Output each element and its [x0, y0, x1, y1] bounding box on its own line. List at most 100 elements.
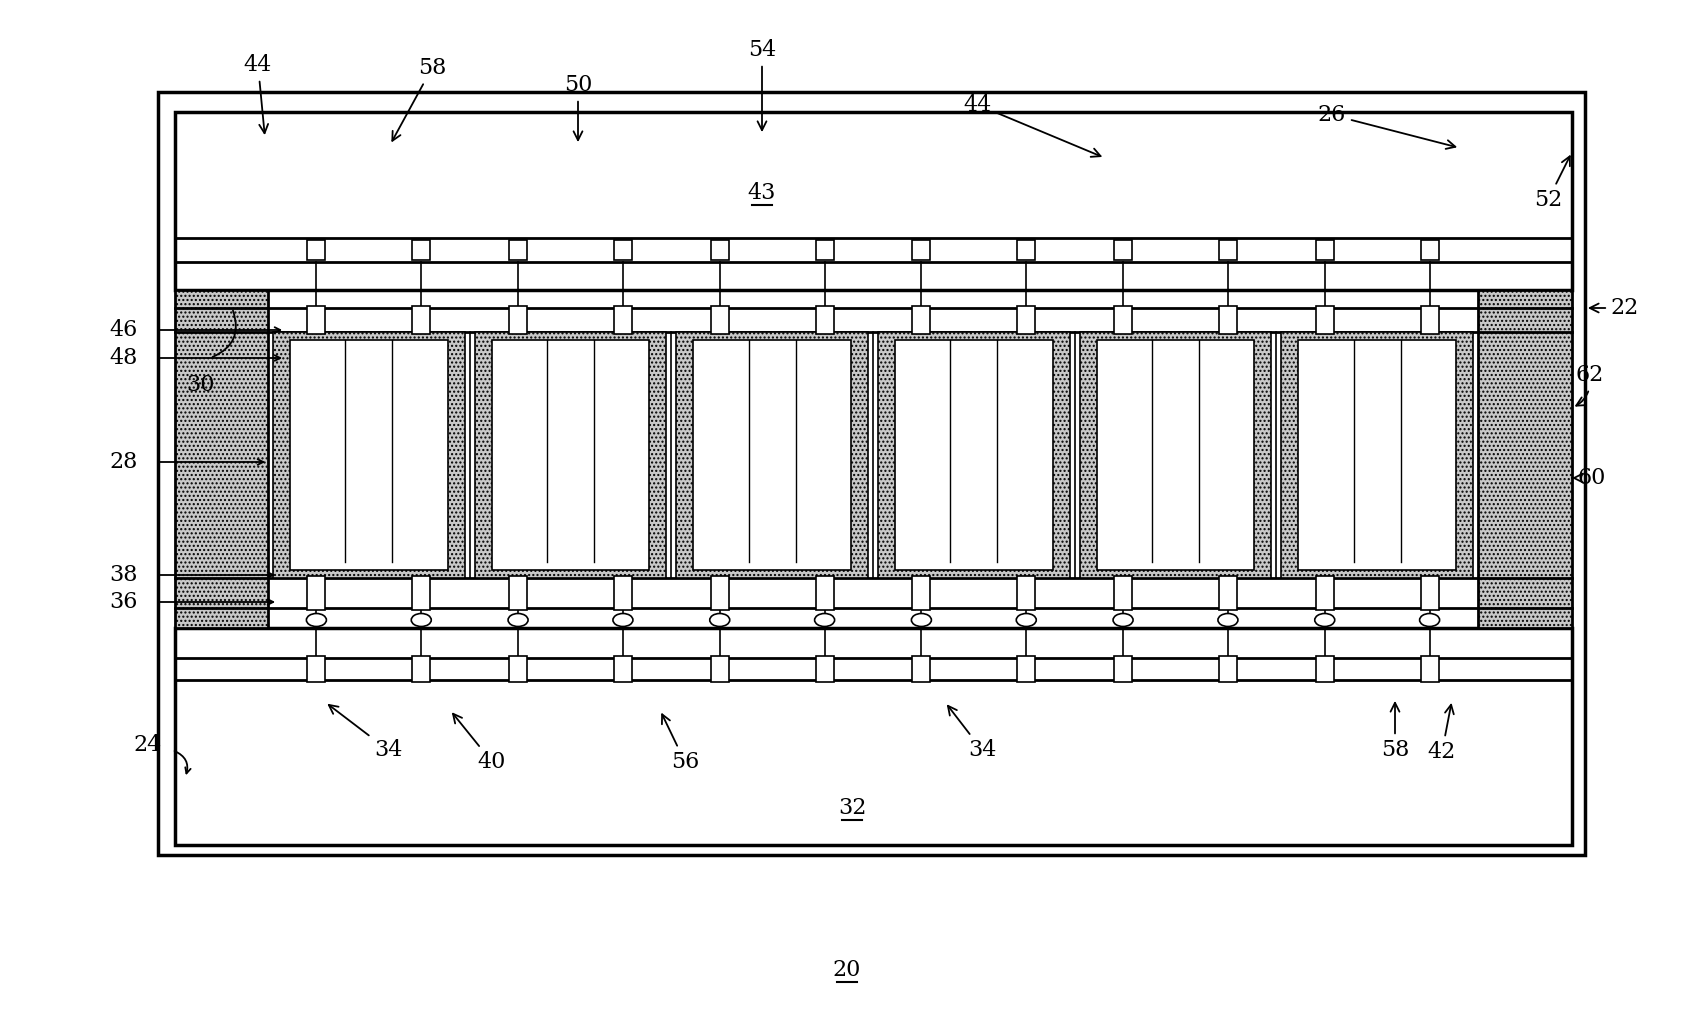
Bar [1477, 290, 1572, 628]
Ellipse shape [1218, 614, 1238, 627]
Bar [1018, 576, 1035, 610]
Text: 60: 60 [1572, 467, 1606, 489]
Bar [412, 240, 430, 260]
Bar [676, 332, 867, 578]
Ellipse shape [1315, 614, 1335, 627]
Text: 28: 28 [110, 451, 137, 473]
Text: 50: 50 [564, 74, 593, 140]
Bar [510, 656, 527, 682]
Bar [307, 656, 325, 682]
Bar [711, 306, 728, 334]
Bar [1421, 240, 1438, 260]
Ellipse shape [508, 614, 529, 627]
Bar [1316, 240, 1333, 260]
Bar [174, 628, 1572, 845]
Ellipse shape [412, 614, 432, 627]
Bar [412, 656, 430, 682]
Bar [474, 332, 666, 578]
Bar [693, 340, 850, 570]
Bar [913, 656, 930, 682]
Bar [711, 240, 728, 260]
Text: 54: 54 [747, 39, 776, 130]
Ellipse shape [710, 614, 730, 627]
Bar [307, 306, 325, 334]
Bar [913, 576, 930, 610]
Ellipse shape [911, 614, 932, 627]
Bar [613, 656, 632, 682]
Bar [815, 306, 833, 334]
Ellipse shape [613, 614, 634, 627]
Text: 40: 40 [452, 713, 507, 773]
Bar [613, 306, 632, 334]
Text: 62: 62 [1575, 364, 1604, 405]
Text: 44: 44 [964, 94, 1101, 156]
Bar [1018, 656, 1035, 682]
Bar [290, 340, 447, 570]
Bar [1316, 576, 1333, 610]
Bar [1220, 576, 1237, 610]
Text: 38: 38 [110, 564, 137, 586]
Text: 22: 22 [1589, 297, 1640, 319]
Bar [510, 576, 527, 610]
Text: 42: 42 [1428, 705, 1457, 763]
Bar [1220, 306, 1237, 334]
Bar [1316, 656, 1333, 682]
Bar [815, 240, 833, 260]
Bar [1079, 332, 1270, 578]
Text: 46: 46 [110, 319, 137, 341]
Bar [1298, 340, 1457, 570]
Bar [412, 306, 430, 334]
Text: 56: 56 [662, 714, 700, 773]
Text: 34: 34 [329, 705, 401, 761]
Bar [510, 306, 527, 334]
Text: 26: 26 [1318, 104, 1455, 149]
Bar [815, 656, 833, 682]
Bar [307, 240, 325, 260]
Text: 34: 34 [949, 706, 996, 761]
Text: 20: 20 [833, 959, 861, 981]
Text: 48: 48 [110, 347, 137, 369]
Text: 32: 32 [839, 797, 866, 819]
Bar [273, 332, 464, 578]
Ellipse shape [1420, 614, 1440, 627]
Bar [491, 340, 649, 570]
Bar [307, 576, 325, 610]
Text: 24: 24 [134, 734, 163, 756]
Text: 44: 44 [244, 54, 273, 133]
Text: 58: 58 [393, 57, 446, 141]
Bar [174, 112, 1572, 290]
Bar [1018, 306, 1035, 334]
Bar [711, 576, 728, 610]
Bar [1096, 340, 1254, 570]
Text: 30: 30 [186, 374, 213, 396]
Text: 36: 36 [110, 591, 137, 613]
Bar [1115, 306, 1132, 334]
Bar [1316, 306, 1333, 334]
Bar [412, 576, 430, 610]
Bar [1115, 240, 1132, 260]
Bar [1115, 656, 1132, 682]
Bar [877, 332, 1069, 578]
Bar [1421, 306, 1438, 334]
Bar [613, 240, 632, 260]
Bar [1115, 576, 1132, 610]
Text: 43: 43 [747, 182, 776, 204]
Bar [1281, 332, 1474, 578]
Bar [1421, 576, 1438, 610]
Bar [158, 92, 1586, 855]
Ellipse shape [1113, 614, 1133, 627]
Bar [913, 306, 930, 334]
Bar [913, 240, 930, 260]
Bar [510, 240, 527, 260]
Bar [613, 576, 632, 610]
Bar [894, 340, 1052, 570]
Bar [174, 290, 268, 628]
Bar [1018, 240, 1035, 260]
Bar [1421, 656, 1438, 682]
Bar [1220, 656, 1237, 682]
Ellipse shape [815, 614, 835, 627]
Bar [1220, 240, 1237, 260]
Text: 58: 58 [1381, 703, 1409, 761]
Ellipse shape [307, 614, 327, 627]
Bar [711, 656, 728, 682]
